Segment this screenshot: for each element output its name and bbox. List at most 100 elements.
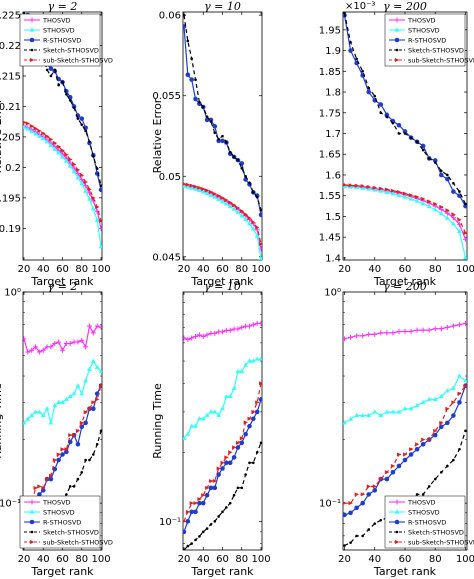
- marker-arrow: [232, 203, 237, 208]
- marker-arrow: [212, 478, 218, 483]
- marker-arrow: [255, 400, 260, 405]
- marker-triangle: [189, 423, 195, 428]
- marker-arrow: [372, 484, 378, 489]
- legend-label: R-STHOSVD: [43, 37, 81, 45]
- marker-circle: [79, 116, 85, 121]
- marker-dot: [76, 477, 80, 481]
- series-line-sub-sketch-sthosvd: [23, 385, 102, 510]
- marker-triangle: [457, 228, 462, 233]
- y-exponent-label: ×10⁻³: [345, 1, 375, 12]
- marker-dot: [452, 181, 455, 185]
- marker-arrow: [91, 195, 96, 200]
- marker-circle: [212, 485, 218, 491]
- legend-item: THOSVD: [389, 499, 436, 507]
- marker-arrow: [45, 477, 50, 482]
- y-tick-label: 1.9: [325, 46, 341, 57]
- marker-dot: [221, 510, 224, 514]
- marker-dot: [373, 94, 377, 98]
- marker-dot: [65, 493, 68, 496]
- marker-arrow: [25, 121, 31, 126]
- marker-triangle: [56, 399, 62, 405]
- marker-arrow: [243, 212, 249, 217]
- marker-arrow: [79, 173, 85, 178]
- marker-dot: [205, 115, 209, 118]
- marker-circle: [189, 77, 194, 82]
- marker-dot: [452, 458, 455, 462]
- marker-dot: [49, 74, 53, 78]
- marker-arrow: [433, 428, 438, 433]
- series-line-sub-sketch-sthosvd: [344, 184, 467, 234]
- marker-plus: [79, 337, 85, 343]
- legend-label: THOSVD: [42, 499, 71, 507]
- marker-triangle: [79, 391, 85, 396]
- marker-arrow: [208, 190, 214, 195]
- marker-circle: [360, 500, 365, 506]
- marker-dot: [213, 131, 217, 135]
- marker-dot: [415, 493, 419, 496]
- x-tick-label: 20: [338, 264, 351, 275]
- marker-circle: [29, 519, 35, 525]
- marker-dot: [259, 208, 262, 212]
- marker-triangle: [29, 128, 35, 134]
- marker-triangle: [243, 362, 249, 367]
- series-markers-sthosvd: [183, 183, 262, 260]
- series-line-r-sthosvd: [344, 385, 467, 516]
- marker-triangle: [40, 136, 46, 141]
- marker-triangle: [378, 412, 384, 418]
- marker-dot: [225, 141, 228, 144]
- marker-arrow: [372, 185, 378, 190]
- marker-plus: [360, 333, 366, 339]
- series-markers-sub-sketch-sthosvd: [183, 381, 262, 523]
- marker-arrow: [75, 167, 81, 172]
- marker-arrow: [95, 204, 100, 209]
- marker-triangle: [366, 412, 372, 418]
- marker-arrow: [403, 191, 408, 196]
- marker-dot: [84, 129, 87, 133]
- marker-plus: [227, 327, 233, 333]
- marker-plus: [98, 324, 102, 330]
- marker-dot: [92, 453, 95, 456]
- marker-circle: [384, 476, 390, 482]
- marker-triangle: [396, 192, 402, 197]
- marker-plus: [354, 333, 360, 339]
- legend-item: Sketch-STHOSVD: [24, 47, 99, 55]
- marker-dot: [458, 190, 461, 193]
- marker-arrow: [87, 406, 92, 411]
- marker-circle: [197, 500, 202, 506]
- marker-triangle: [378, 188, 384, 193]
- marker-dot: [80, 123, 84, 127]
- y-axis-label: Running Time: [151, 383, 164, 459]
- series-markers-r-sthosvd: [23, 383, 102, 521]
- marker-triangle: [414, 198, 420, 203]
- chart-title: γ = 200: [383, 0, 427, 13]
- marker-arrow: [60, 148, 65, 153]
- x-tick-label: 100: [251, 264, 270, 275]
- marker-triangle: [235, 368, 241, 374]
- marker-triangle: [29, 412, 35, 418]
- series-markers-r-sthosvd: [183, 397, 262, 535]
- marker-arrow: [409, 447, 414, 452]
- legend-item: sub-Sketch-STHOSVD: [389, 57, 474, 65]
- marker-arrow: [216, 466, 222, 471]
- marker-circle: [91, 406, 96, 412]
- marker-circle: [366, 492, 372, 497]
- marker-arrow: [52, 458, 58, 463]
- marker-dot: [72, 485, 76, 488]
- marker-triangle: [90, 206, 96, 211]
- marker-circle: [390, 469, 396, 475]
- marker-dot: [395, 48, 399, 52]
- y-tick-label: 1.5: [325, 212, 341, 223]
- marker-dot: [88, 140, 91, 144]
- marker-arrow: [201, 493, 206, 498]
- marker-dot: [221, 134, 224, 138]
- marker-dot: [397, 132, 401, 135]
- x-tick-label: 20: [338, 554, 351, 565]
- marker-arrow: [23, 120, 27, 124]
- y-tick-label: 1.75: [319, 108, 341, 119]
- marker-circle: [254, 409, 260, 415]
- marker-triangle: [98, 243, 102, 249]
- marker-dot: [232, 493, 236, 497]
- y-tick-label: 0.045: [152, 252, 181, 263]
- marker-dot: [427, 485, 431, 488]
